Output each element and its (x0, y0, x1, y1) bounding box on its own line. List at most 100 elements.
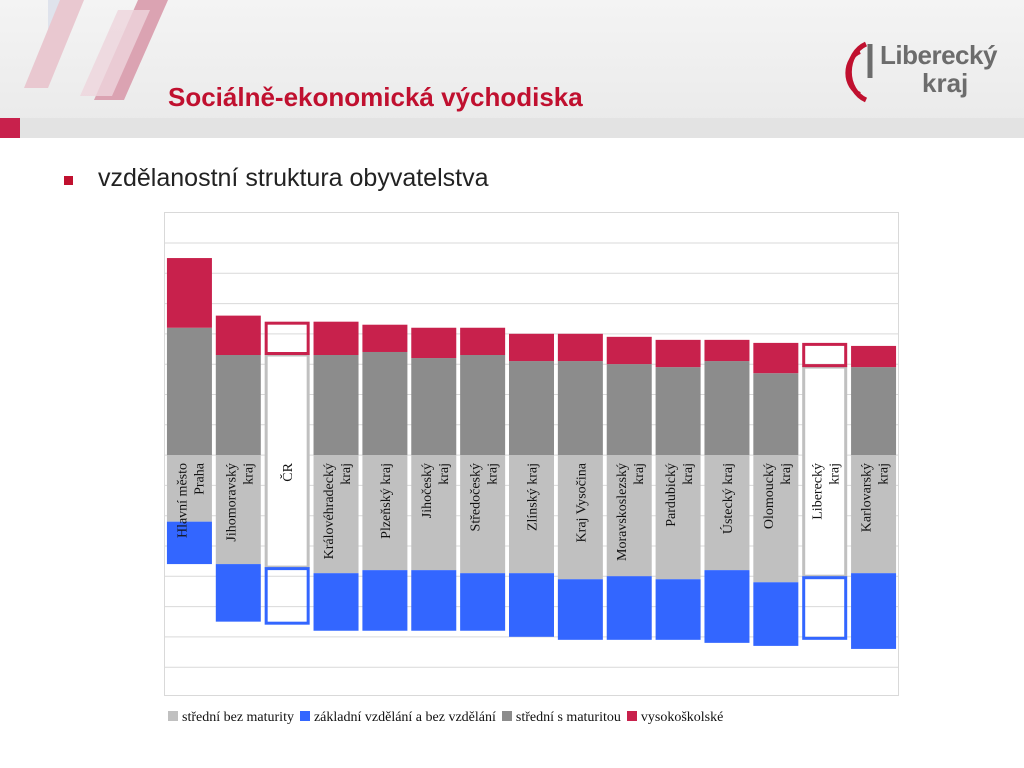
bar-stredni-s-maturitou (264, 353, 310, 569)
bar-stredni-s-maturitou (606, 364, 652, 455)
bar-stredni-s-maturitou (704, 361, 750, 455)
bar-stredni-bez-maturity (606, 455, 652, 577)
bar-zakladni (215, 564, 261, 622)
bar-zakladni (802, 576, 848, 640)
bar-stredni-bez-maturity (411, 455, 457, 571)
bar-vysokoskolske (509, 333, 554, 362)
bar-stredni-bez-maturity (460, 455, 506, 574)
bar-zakladni (166, 521, 212, 565)
legend-swatch (501, 711, 512, 721)
category-label: Ústecký kraj (719, 463, 736, 534)
deco-bottom-bar (20, 118, 1024, 138)
header-band (0, 0, 1024, 138)
category-label-line: Liberecký (811, 463, 826, 520)
bar-vysokoskolske (851, 345, 897, 368)
category-label: Pardubický kraj (664, 463, 696, 527)
bar-vysokoskolske (313, 321, 359, 356)
chart-legend: střední bez maturity základní vzdělání a … (168, 710, 729, 730)
legend-label: střední bez maturity (182, 710, 294, 725)
bar-zakladni (460, 573, 506, 631)
logo-line1: Liberecký (880, 40, 997, 70)
deco-stripe (80, 10, 150, 96)
category-label: ČR (279, 462, 296, 481)
legend-item: střední s maturitou (501, 710, 621, 726)
bar-stredni-s-maturitou (509, 361, 554, 455)
category-label-line: Zlínský kraj (526, 463, 541, 531)
bar-zakladni (411, 570, 457, 631)
category-label-line: Plzeňský kraj (379, 463, 394, 539)
category-label: Jihočeský kraj (420, 463, 452, 518)
category-label-line: Moravskoslezský (615, 463, 630, 561)
deco-stripe (24, 0, 84, 88)
bar-stredni-bez-maturity (215, 455, 261, 565)
bar-stredni-bez-maturity (362, 455, 408, 571)
legend-label: základní vzdělání a bez vzdělání (313, 710, 496, 725)
bar-stredni-bez-maturity (851, 455, 897, 574)
category-label-line: Karlovarský (860, 463, 875, 532)
category-label-line: kraj (632, 463, 647, 485)
legend-label: vysokoškolské (640, 710, 724, 725)
bar-stredni-s-maturitou (851, 367, 897, 455)
bar-vysokoskolske (215, 315, 261, 356)
bar-stredni-s-maturitou (460, 355, 506, 455)
category-label: Zlínský kraj (526, 463, 541, 531)
category-label-line: kraj (241, 463, 256, 485)
bar-zakladni (362, 570, 408, 631)
category-label-line: kraj (877, 463, 892, 485)
bar-vysokoskolske (753, 342, 799, 374)
category-label-line: Kraj Vysočina (574, 462, 589, 542)
legend-label: střední s maturitou (515, 710, 621, 725)
category-label-line: Středočeský (469, 463, 484, 531)
bar-vysokoskolske (362, 324, 408, 352)
legend-item: střední bez maturity (168, 710, 294, 726)
bar-zakladni (509, 573, 554, 637)
category-label-line: Pardubický (664, 463, 679, 527)
education-chart: Hlavní město Praha Jihomoravský kraj ČR Králo… (165, 242, 898, 668)
bar-stredni-s-maturitou (557, 361, 603, 455)
bar-zakladni (851, 573, 897, 649)
logo-line2: kraj (922, 68, 969, 98)
bar-vysokoskolske (655, 339, 701, 368)
category-label: Středočeský kraj (469, 463, 501, 531)
category-label-line: kraj (437, 463, 452, 485)
category-label: Kraj Vysočina (574, 462, 589, 542)
bar-stredni-s-maturitou (313, 355, 359, 455)
legend-swatch (168, 711, 178, 721)
bar-vysokoskolske (802, 342, 848, 368)
header-decoration (0, 0, 1024, 138)
category-label: Moravskoslezský kraj (615, 463, 647, 561)
bar-stredni-s-maturitou (753, 373, 799, 455)
bar-stredni-bez-maturity (313, 455, 359, 574)
bullet-marker (64, 176, 73, 185)
bar-vysokoskolske (411, 327, 457, 359)
slide-title: Sociálně-ekonomická východiska (168, 82, 583, 112)
category-label: Liberecký kraj (811, 463, 843, 520)
bar-stredni-s-maturitou (362, 351, 408, 455)
bar-vysokoskolske (460, 327, 506, 356)
category-label: Olomoucký kraj (762, 463, 794, 529)
bar-zakladni (753, 582, 799, 646)
legend-swatch (299, 711, 310, 721)
category-label-line: kraj (681, 463, 696, 485)
bar-vysokoskolske (557, 333, 603, 362)
chart-frame: Hlavní město Praha Jihomoravský kraj ČR Králo… (164, 212, 899, 696)
category-label-line: Hlavní město (175, 463, 190, 538)
category-label-line: kraj (486, 463, 501, 485)
category-label-line: Jihomoravský (224, 463, 239, 542)
category-label-line: Královéhradecký (322, 463, 337, 559)
bullet-text: vzdělanostní struktura obyvatelstva (98, 164, 489, 192)
category-label: Jihomoravský kraj (224, 463, 256, 542)
bar-stredni-bez-maturity (704, 455, 750, 571)
bar-stredni-bez-maturity (557, 455, 603, 580)
category-label: Královéhradecký kraj (322, 463, 354, 559)
category-label-line: ČR (279, 462, 296, 481)
category-label-line: Ústecký kraj (719, 463, 736, 534)
category-label-line: kraj (828, 463, 843, 485)
bar-vysokoskolske (704, 339, 750, 362)
category-label-line: kraj (779, 463, 794, 485)
bar-zakladni (655, 579, 701, 640)
bar-vysokoskolske (264, 321, 310, 356)
bar-stredni-s-maturitou (215, 355, 261, 455)
legend-item: základní vzdělání a bez vzdělání (299, 710, 496, 726)
bar-stredni-bez-maturity (509, 455, 554, 574)
